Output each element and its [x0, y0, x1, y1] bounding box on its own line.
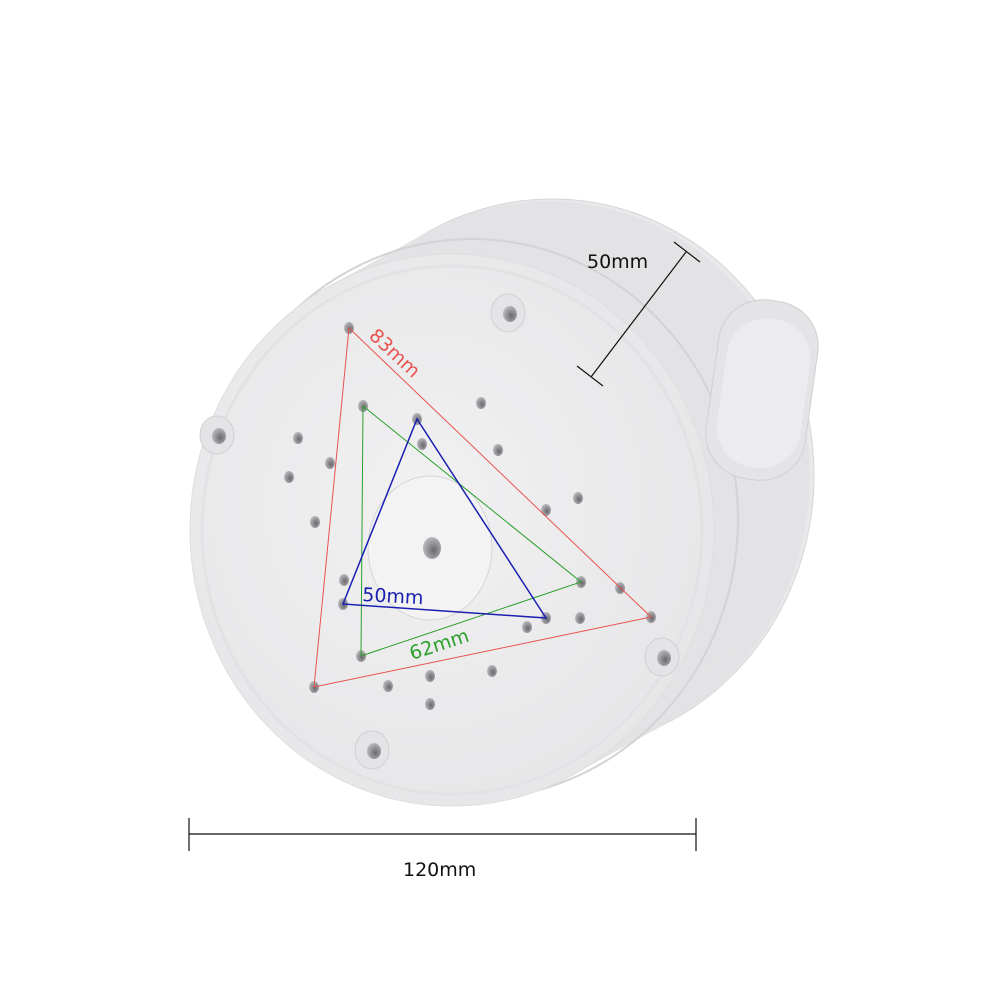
- mounting-hole: [493, 444, 503, 456]
- screw-bosses: [199, 293, 680, 770]
- face-rim: [200, 264, 704, 796]
- screw-hole: [212, 428, 226, 444]
- mounting-hole: [573, 492, 583, 504]
- mounting-hole: [522, 621, 532, 633]
- mounting-hole: [310, 516, 320, 528]
- mounting-hole: [425, 698, 435, 710]
- mounting-hole: [383, 680, 393, 692]
- mounting-hole: [575, 612, 585, 624]
- center-boss: [367, 475, 493, 621]
- mounting-hole: [417, 438, 427, 450]
- mounting-hole: [476, 397, 486, 409]
- center-hole: [423, 537, 441, 559]
- blue-triangle: [341, 417, 548, 619]
- depth-dimension: 50mm: [576, 241, 701, 387]
- mounting-hole: [487, 665, 497, 677]
- mounting-hole: [284, 471, 294, 483]
- depth-label: 50mm: [587, 251, 648, 273]
- mounting-hole: [339, 574, 349, 586]
- cable-gland: [705, 299, 819, 481]
- green-triangle: [360, 404, 583, 657]
- mounting-hole: [425, 670, 435, 682]
- screw-hole: [367, 743, 381, 759]
- mounting-hole: [293, 432, 303, 444]
- mounting-hole: [541, 504, 551, 516]
- screw-hole: [503, 306, 517, 322]
- width-label: 120mm: [403, 859, 476, 881]
- red-triangle: [313, 326, 653, 688]
- screw-hole: [657, 650, 671, 666]
- blue-dimension-label: 50mm: [362, 584, 424, 609]
- mounting-hole: [325, 457, 335, 469]
- width-dimension: 120mm: [188, 818, 697, 881]
